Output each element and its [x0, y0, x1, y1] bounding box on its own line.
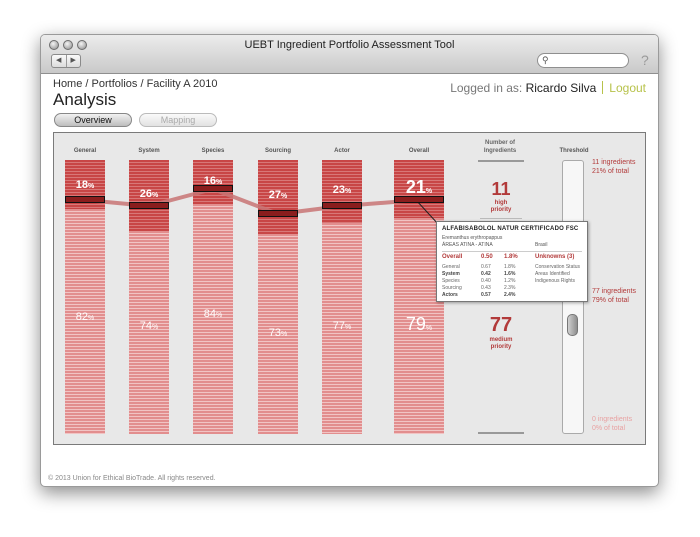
login-status: Logged in as: Ricardo Silva Logout — [450, 81, 646, 95]
tooltip-unknown-item: Areas Identified — [535, 271, 570, 277]
bar-medium-segment — [129, 231, 169, 434]
breadcrumb-separator: / — [85, 78, 89, 90]
search-icon: ⚲ — [542, 55, 549, 65]
zoom-window-button[interactable] — [77, 40, 87, 50]
high-percent-label: 16% — [203, 175, 223, 187]
column-header-actor: Actor — [334, 148, 350, 154]
column-header-general: General — [73, 148, 97, 154]
medium-percent-label: 79% — [405, 314, 433, 334]
high-priority-label: high priority — [490, 200, 512, 213]
title-bar: UEBT Ingredient Portfolio Assessment Too… — [41, 35, 658, 74]
login-separator — [602, 81, 604, 94]
threshold-slider-handle[interactable] — [567, 314, 578, 336]
high-percent-label: 23% — [332, 184, 352, 196]
column-header-overall: Overall — [408, 148, 430, 154]
back-arrow-icon[interactable]: ◀ — [52, 55, 67, 67]
tooltip-ingredient-name: ALFABISABOLOL NATUR CERTIFICADO FSC — [442, 226, 579, 232]
app-window: UEBT Ingredient Portfolio Assessment Too… — [40, 34, 659, 487]
help-icon[interactable]: ? — [641, 52, 649, 68]
medium-priority-label: medium priority — [489, 337, 513, 350]
medium-percent-label: 82% — [75, 311, 95, 323]
ingredient-marker-actor[interactable] — [322, 202, 362, 209]
high-priority-count: 11 — [491, 179, 511, 199]
column-header-species: Species — [201, 148, 225, 154]
tab-overview[interactable]: Overview — [54, 113, 132, 127]
breadcrumb-separator: / — [140, 78, 144, 90]
ingredient-tooltip: ALFABISABOLOL NATUR CERTIFICADO FSC Erem… — [436, 221, 588, 302]
tooltip-divider — [442, 251, 582, 252]
minimize-window-button[interactable] — [63, 40, 73, 50]
bar-sourcing[interactable]: 27% 73% — [258, 160, 298, 434]
high-percent-label: 21% — [405, 177, 433, 197]
breadcrumb-portfolios[interactable]: Portfolios — [91, 78, 138, 90]
user-name: Ricardo Silva — [525, 81, 597, 95]
ingredient-marker-sourcing[interactable] — [258, 210, 298, 217]
ingredient-marker-species[interactable] — [193, 185, 233, 192]
tooltip-species: Eremanthus erythropappus — [442, 235, 503, 241]
threshold-low-summary: 0 ingredients 0% of total — [592, 416, 633, 432]
bar-medium-segment — [258, 234, 298, 434]
forward-arrow-icon[interactable]: ▶ — [70, 57, 76, 64]
column-header-sourcing: Sourcing — [264, 148, 291, 154]
ingredient-marker-system[interactable] — [129, 202, 169, 209]
login-prefix: Logged in as: — [450, 81, 523, 95]
high-percent-label: 18% — [75, 179, 95, 191]
bar-species[interactable]: 16% 84% — [193, 160, 233, 434]
tooltip-unknown-item: Indigenous Rights — [535, 278, 576, 284]
window-title: UEBT Ingredient Portfolio Assessment Too… — [244, 39, 455, 51]
column-header-system: System — [138, 148, 160, 154]
bar-medium-segment — [193, 204, 233, 434]
high-percent-label: 27% — [268, 189, 288, 201]
ingredient-marker-overall[interactable] — [394, 196, 444, 203]
breadcrumb: Home / Portfolios / Facility A 2010 — [53, 78, 218, 90]
bar-medium-segment — [394, 218, 444, 434]
threshold-medium-summary: 77 ingredients 79% of total — [592, 288, 636, 304]
medium-percent-label: 74% — [139, 320, 159, 332]
number-of-ingredients-header: Number of Ingredients — [483, 140, 517, 154]
tooltip-country: Brasil — [535, 242, 548, 248]
close-window-button[interactable] — [49, 40, 59, 50]
bar-medium-segment — [65, 209, 105, 434]
ingredient-marker-general[interactable] — [65, 196, 105, 203]
number-of-ingredients-column: 11 high priority 77 medium priority — [478, 160, 524, 434]
tooltip-unknown-item: Conservation Status — [535, 264, 581, 270]
tab-mapping[interactable]: Mapping — [139, 113, 217, 127]
tooltip-supplier: ÁREAS ATINA - ATINA — [442, 242, 493, 248]
medium-percent-label: 73% — [268, 327, 288, 339]
threshold-header: Threshold — [559, 148, 589, 154]
breadcrumb-home[interactable]: Home — [53, 78, 83, 90]
nav-buttons: ◀ ▶ — [51, 54, 81, 68]
page-title: Analysis — [53, 90, 117, 109]
bar-medium-segment — [322, 223, 362, 434]
medium-priority-count: 77 — [489, 314, 513, 336]
medium-percent-label: 84% — [203, 308, 223, 320]
search-box: ⚲ — [537, 53, 629, 68]
threshold-high-summary: 11 ingredients 21% of total — [592, 159, 636, 175]
footer-copyright: © 2013 Union for Ethical BioTrade. All r… — [48, 475, 216, 482]
analysis-panel: General System Species Sourcing Actor Ov… — [53, 132, 646, 445]
medium-percent-label: 77% — [332, 320, 352, 332]
breadcrumb-facility[interactable]: Facility A 2010 — [146, 78, 218, 90]
high-percent-label: 26% — [139, 188, 159, 200]
search-input[interactable] — [553, 55, 625, 66]
logout-link[interactable]: Logout — [609, 81, 646, 95]
priority-divider — [480, 218, 522, 219]
